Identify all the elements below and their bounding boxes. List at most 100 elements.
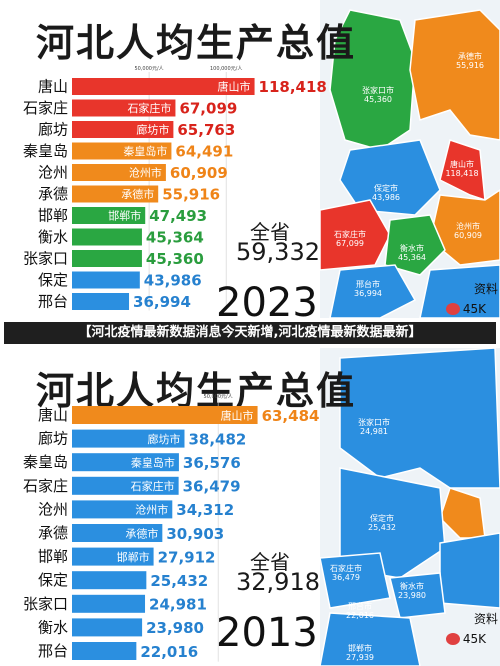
map-graphic (320, 0, 500, 318)
value-label: 43,986 (144, 271, 202, 289)
map-label-baoding: 保定市 25,432 (368, 514, 396, 532)
category-label: 邯郸 (38, 206, 68, 224)
bar-inner-label: 沧州市 (135, 503, 168, 517)
map-label-xingtai: 邢台市 36,994 (354, 280, 382, 298)
region-name: 承德市 (458, 52, 482, 61)
region-value: 55,916 (456, 61, 484, 70)
bar-inner-label: 邯郸市 (117, 550, 150, 564)
value-label: 45,360 (146, 250, 204, 268)
category-label: 秦皇岛 (23, 142, 68, 160)
edge-text-label: 资料 (473, 612, 498, 626)
category-label: 邢台 (38, 292, 68, 310)
chart-panel-2023: 张家口市 45,360 承德市 55,916 唐山市 118,418 保定市 4… (0, 0, 500, 318)
category-label: 石家庄 (23, 99, 68, 117)
motorcycle-icon (445, 633, 460, 645)
edge-text-label: 资料 (473, 282, 498, 296)
region-value: 60,909 (454, 231, 482, 240)
total-caption: 全省 (250, 550, 290, 574)
value-label: 47,493 (149, 207, 207, 225)
edge-text: 资料 (474, 280, 498, 297)
scale-tick-label: 100,000元/人 (210, 66, 242, 72)
value-label: 38,482 (188, 430, 246, 448)
value-label: 64,491 (175, 142, 233, 160)
chart-title: 河北人均生产总值 (36, 21, 357, 65)
region-value: 43,986 (372, 193, 400, 202)
year-label: 2023 (216, 280, 318, 318)
category-label: 承德 (38, 185, 68, 203)
category-label: 廊坊 (38, 430, 68, 448)
region-name: 邢台市 (348, 602, 372, 611)
bar (72, 618, 143, 637)
total-caption: 全省 (250, 220, 290, 244)
region-name: 邢台市 (356, 280, 380, 289)
map-label-chengde: 承德市 55,916 (456, 52, 484, 70)
region-name: 保定市 (374, 184, 398, 193)
bar-chart-2023: 50,000元/人 100,000元/人唐山 唐山市 118,418 石家庄 石家庄市 67… (23, 66, 327, 311)
region-name: 衡水市 (400, 582, 424, 591)
value-label: 30,903 (166, 525, 224, 543)
bar (72, 642, 137, 660)
hebei-map-2013: 张家口市 24,981 保定市 25,432 石家庄市 36,479 衡水市 2… (320, 348, 500, 666)
scale-tick-label: 50,000元/人 (134, 66, 163, 72)
value-label: 34,312 (176, 501, 234, 519)
category-label: 唐山 (38, 77, 68, 95)
map-graphic (320, 348, 500, 666)
bar (72, 228, 142, 246)
category-label: 张家口 (23, 595, 68, 613)
category-label: 张家口 (23, 249, 68, 267)
map-label-cangzhou: 沧州市 60,909 (454, 222, 482, 240)
map-label-shijiazhuang: 石家庄市 36,479 (330, 564, 362, 582)
bar-inner-label: 石家庄市 (127, 101, 171, 115)
region-value: 36,479 (332, 573, 360, 582)
category-label: 石家庄 (23, 477, 68, 495)
map-label-zhangjiakou: 张家口市 24,981 (358, 418, 390, 436)
bar (72, 185, 159, 203)
bar (72, 594, 146, 613)
watermark: 45K (445, 302, 486, 316)
bar (72, 142, 172, 160)
value-label: 67,099 (179, 99, 237, 117)
bar-inner-label: 唐山市 (221, 408, 254, 422)
category-label: 邢台 (38, 642, 68, 660)
bar (72, 121, 174, 138)
map-label-handan: 邯郸市 27,939 (346, 644, 374, 662)
bar (72, 293, 130, 310)
watermark-text: 45K (462, 632, 486, 646)
category-label: 唐山 (38, 406, 68, 424)
value-label: 36,576 (183, 454, 241, 472)
bar-inner-label: 廊坊市 (136, 123, 169, 137)
bar (72, 99, 176, 117)
motorcycle-icon (445, 303, 460, 315)
value-label: 27,912 (158, 548, 216, 566)
category-label: 保定 (38, 571, 68, 589)
region-value: 45,360 (364, 95, 392, 104)
category-label: 沧州 (38, 163, 68, 181)
value-label: 36,479 (183, 478, 241, 496)
bar (72, 429, 185, 448)
region-name: 沧州市 (456, 222, 480, 231)
bar-inner-label: 秦皇岛市 (131, 456, 175, 470)
bar-inner-label: 邯郸市 (108, 209, 141, 223)
bar-inner-label: 廊坊市 (147, 432, 180, 446)
bar (72, 453, 179, 472)
bar (72, 78, 255, 95)
map-label-baoding: 保定市 43,986 (372, 184, 400, 202)
watermark-text: 45K (462, 302, 486, 316)
bar-inner-label: 石家庄市 (131, 479, 175, 493)
bar (72, 250, 142, 267)
region-value: 25,432 (368, 523, 396, 532)
value-label: 45,364 (146, 228, 204, 246)
bar (72, 571, 147, 590)
value-label: 22,016 (140, 643, 198, 661)
map-label-hengshui: 衡水市 23,980 (398, 582, 426, 600)
region-value: 45,364 (398, 253, 426, 262)
bar-inner-label: 秦皇岛市 (123, 144, 167, 158)
bar (72, 547, 154, 566)
region-value: 36,994 (354, 289, 382, 298)
bar-inner-label: 承德市 (125, 526, 158, 540)
region-name: 唐山市 (450, 160, 474, 169)
hebei-map-2023: 张家口市 45,360 承德市 55,916 唐山市 118,418 保定市 4… (320, 0, 500, 318)
year-label: 2013 (216, 610, 318, 656)
bar-inner-label: 沧州市 (129, 166, 162, 180)
total-value: 59,332 (236, 238, 320, 266)
